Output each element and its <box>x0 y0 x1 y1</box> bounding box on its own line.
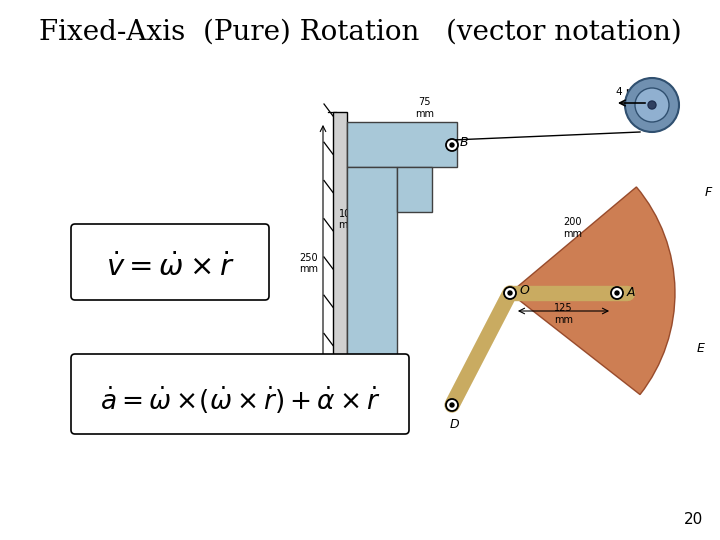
Text: $\dot{v} = \dot{\omega} \times \dot{r}$: $\dot{v} = \dot{\omega} \times \dot{r}$ <box>106 254 234 282</box>
Circle shape <box>635 88 669 122</box>
Text: 200
mm: 200 mm <box>563 217 582 239</box>
Text: Fixed-Axis  (Pure) Rotation   (vector notation): Fixed-Axis (Pure) Rotation (vector notat… <box>39 18 681 45</box>
Text: 4 m/s: 4 m/s <box>616 87 644 97</box>
Circle shape <box>611 287 623 299</box>
Circle shape <box>504 287 516 299</box>
Circle shape <box>450 143 454 147</box>
Circle shape <box>508 291 512 295</box>
Circle shape <box>648 101 656 109</box>
Circle shape <box>615 291 619 295</box>
FancyBboxPatch shape <box>71 224 269 300</box>
Circle shape <box>446 399 458 411</box>
Text: 250
mm: 250 mm <box>299 253 318 274</box>
Text: E: E <box>697 341 705 354</box>
Circle shape <box>450 403 454 407</box>
Text: 100
mm: 100 mm <box>338 208 357 230</box>
Text: 20: 20 <box>684 512 703 527</box>
Circle shape <box>625 78 679 132</box>
Bar <box>397 167 432 212</box>
Text: $\dot{a} = \dot{\omega}\times\!\left(\dot{\omega}\times\dot{r}\right)+\dot{\alph: $\dot{a} = \dot{\omega}\times\!\left(\do… <box>99 384 380 416</box>
Text: 125
mm: 125 mm <box>554 303 573 325</box>
FancyBboxPatch shape <box>71 354 409 434</box>
Text: F: F <box>705 186 712 199</box>
Text: A: A <box>627 287 636 300</box>
Text: O: O <box>520 284 530 296</box>
Circle shape <box>446 139 458 151</box>
Bar <box>333 112 347 418</box>
Bar <box>347 167 397 372</box>
Text: B: B <box>460 136 469 148</box>
Text: 75
mm: 75 mm <box>415 97 434 119</box>
Text: D: D <box>449 418 459 431</box>
Wedge shape <box>510 187 675 395</box>
Bar <box>347 122 457 167</box>
